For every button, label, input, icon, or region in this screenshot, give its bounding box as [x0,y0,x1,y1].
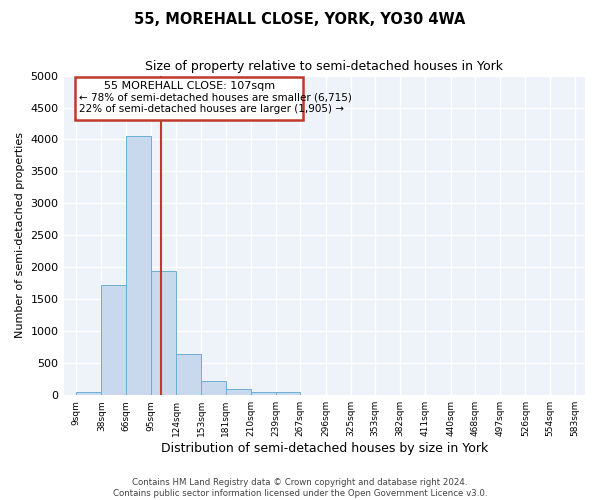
Text: Contains HM Land Registry data © Crown copyright and database right 2024.
Contai: Contains HM Land Registry data © Crown c… [113,478,487,498]
Bar [151,270,176,395]
Bar [251,392,276,395]
Bar [76,392,101,395]
Bar [176,354,201,395]
Bar [201,380,226,395]
Bar [101,285,125,395]
Y-axis label: Number of semi-detached properties: Number of semi-detached properties [15,132,25,338]
Bar [226,390,251,395]
Bar [75,77,303,120]
Text: 55 MOREHALL CLOSE: 107sqm: 55 MOREHALL CLOSE: 107sqm [104,81,275,91]
Title: Size of property relative to semi-detached houses in York: Size of property relative to semi-detach… [145,60,503,73]
X-axis label: Distribution of semi-detached houses by size in York: Distribution of semi-detached houses by … [161,442,488,455]
Bar [125,136,151,395]
Bar [276,392,301,395]
Text: 22% of semi-detached houses are larger (1,905) →: 22% of semi-detached houses are larger (… [79,104,344,115]
Text: 55, MOREHALL CLOSE, YORK, YO30 4WA: 55, MOREHALL CLOSE, YORK, YO30 4WA [134,12,466,28]
Text: ← 78% of semi-detached houses are smaller (6,715): ← 78% of semi-detached houses are smalle… [79,93,352,103]
